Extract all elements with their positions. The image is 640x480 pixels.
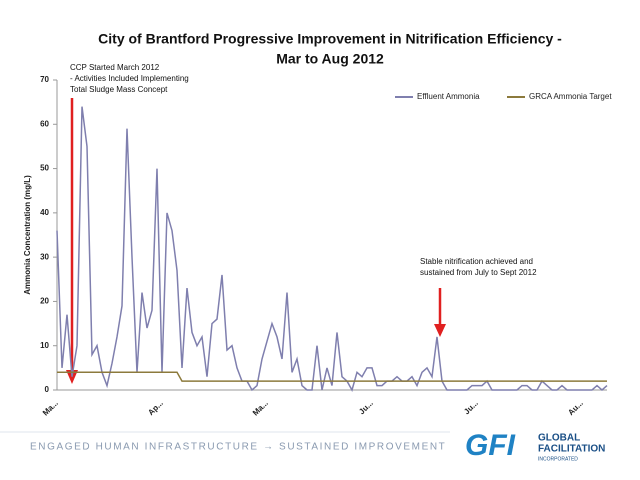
chart-title: City of Brantford Progressive Improvemen… <box>98 31 562 47</box>
y-tick-label: 60 <box>40 119 49 128</box>
line-series <box>56 106 608 392</box>
y-tick-label: 10 <box>40 341 49 350</box>
y-tick-label: 40 <box>40 208 49 217</box>
arrow-head <box>434 324 446 337</box>
annotation: sustained from July to Sept 2012 <box>420 268 537 277</box>
y-axis-label: Ammonia Concentration (mg/L) <box>23 175 32 295</box>
y-tick-label: 20 <box>40 297 49 306</box>
x-tick-label: Ma... <box>41 399 60 418</box>
y-tick-label: 50 <box>40 164 49 173</box>
y-tick-label: 30 <box>40 252 49 261</box>
chart-title: Mar to Aug 2012 <box>276 51 384 67</box>
x-tick-label: Ma... <box>251 399 270 418</box>
x-tick-label: Ju... <box>357 399 375 417</box>
y-tick-label: 0 <box>45 385 50 394</box>
x-tick-label: Ju... <box>462 399 480 417</box>
annotation: - Activities Included Implementing <box>70 74 189 83</box>
annotation: CCP Started March 2012 <box>70 63 160 72</box>
logo-text: GLOBAL <box>538 433 580 444</box>
x-tick-label: Au... <box>566 399 585 418</box>
legend-label: Effluent Ammonia <box>417 92 480 101</box>
arrow-head <box>66 370 78 384</box>
annotation: Total Sludge Mass Concept <box>70 85 168 94</box>
logo-text: INCORPORATED <box>538 456 578 462</box>
x-tick-label: Ap... <box>146 399 165 418</box>
footer-tagline: ENGAGED HUMAN INFRASTRUCTURE → SUSTAINED… <box>30 442 446 453</box>
y-tick-label: 70 <box>40 75 49 84</box>
annotation: Stable nitrification achieved and <box>420 257 533 266</box>
legend-label: GRCA Ammonia Target <box>529 92 612 101</box>
logo-text: FACILITATION <box>538 444 605 455</box>
logo-mark: GFI <box>465 429 516 462</box>
line-series <box>57 371 607 382</box>
